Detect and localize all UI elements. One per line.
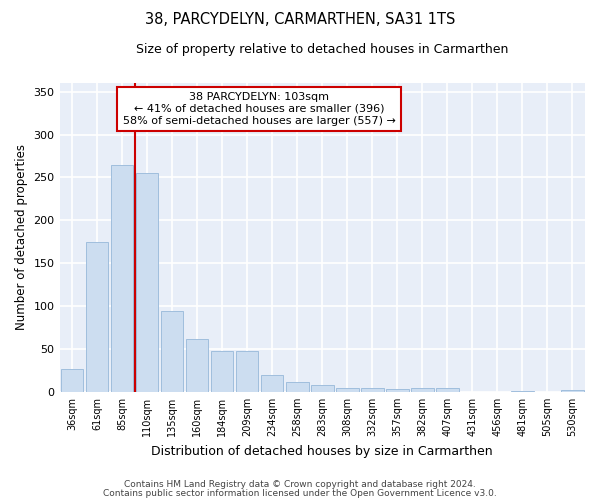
Bar <box>286 382 308 392</box>
Bar <box>411 388 434 392</box>
Title: Size of property relative to detached houses in Carmarthen: Size of property relative to detached ho… <box>136 42 508 56</box>
Text: 38, PARCYDELYN, CARMARTHEN, SA31 1TS: 38, PARCYDELYN, CARMARTHEN, SA31 1TS <box>145 12 455 28</box>
Text: Contains public sector information licensed under the Open Government Licence v3: Contains public sector information licen… <box>103 488 497 498</box>
Bar <box>386 390 409 392</box>
Bar <box>186 338 208 392</box>
Bar <box>161 312 184 392</box>
Bar <box>261 375 283 392</box>
Bar <box>361 388 383 392</box>
Text: 38 PARCYDELYN: 103sqm
← 41% of detached houses are smaller (396)
58% of semi-det: 38 PARCYDELYN: 103sqm ← 41% of detached … <box>123 92 395 126</box>
Bar <box>511 391 534 392</box>
Bar <box>211 350 233 392</box>
Bar <box>86 242 109 392</box>
Bar <box>61 369 83 392</box>
Y-axis label: Number of detached properties: Number of detached properties <box>15 144 28 330</box>
X-axis label: Distribution of detached houses by size in Carmarthen: Distribution of detached houses by size … <box>151 444 493 458</box>
Bar <box>311 385 334 392</box>
Bar <box>336 388 359 392</box>
Bar <box>561 390 584 392</box>
Bar <box>436 388 458 392</box>
Bar <box>111 166 133 392</box>
Text: Contains HM Land Registry data © Crown copyright and database right 2024.: Contains HM Land Registry data © Crown c… <box>124 480 476 489</box>
Bar <box>136 173 158 392</box>
Bar <box>236 350 259 392</box>
